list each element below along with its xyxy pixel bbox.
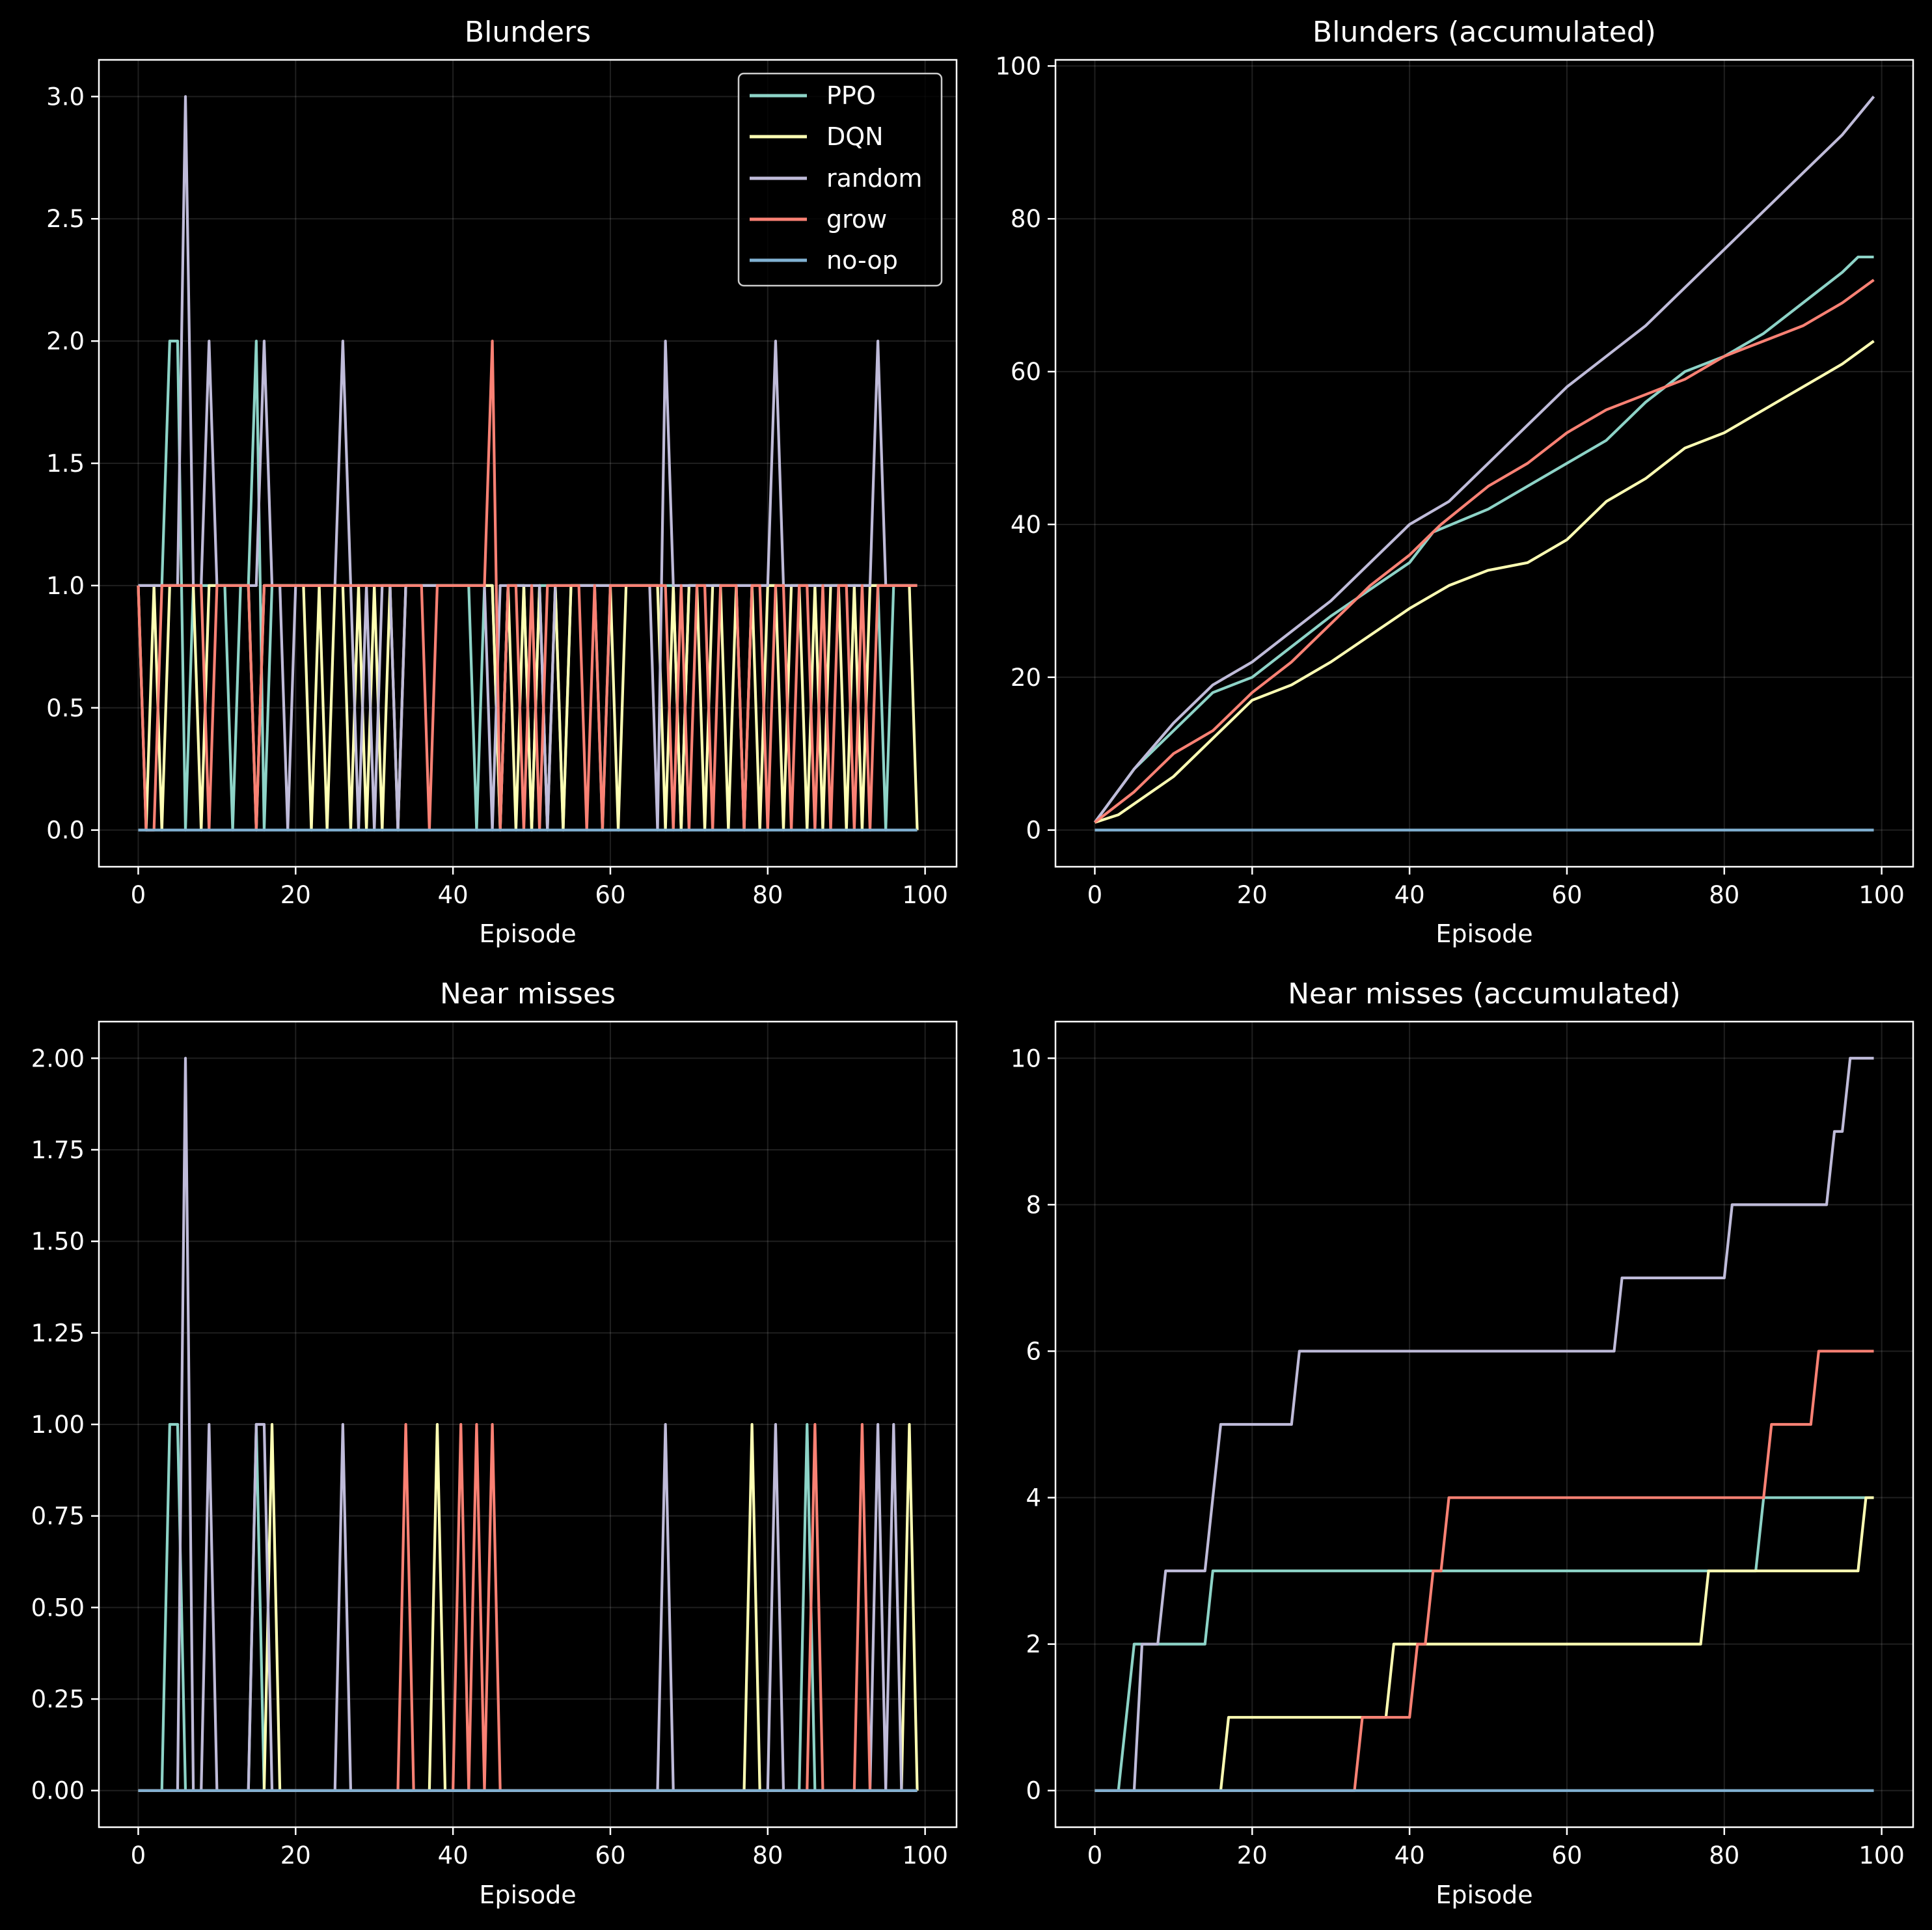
y-tick-label-near-misses-0: 0.00 [31,1777,85,1805]
y-tick-label-near-misses-6: 1.50 [31,1228,85,1256]
legend-frame [737,72,943,287]
legend-item-no-op: no-op [750,246,898,275]
y-tick-label-blunders-4: 2.0 [46,327,85,355]
x-tick-label-near-misses-4: 80 [752,1842,783,1869]
x-tick-label-near-misses-accumulated-5: 100 [1858,1842,1905,1869]
axes-frame-near-misses-accumulated [1054,1020,1914,1828]
y-tick-label-near-misses-accumulated-5: 10 [1011,1044,1041,1072]
series-line-near-misses-accumulated-grow [1095,1350,1874,1792]
y-tick-label-near-misses-8: 2.00 [31,1044,85,1072]
y-tick-label-blunders-3: 1.5 [46,450,85,478]
x-axis-label-blunders-accumulated: Episode [1435,919,1532,948]
x-tick-label-near-misses-accumulated-2: 40 [1395,1842,1425,1869]
x-tick-label-near-misses-5: 100 [902,1842,948,1869]
legend-label-no-op: no-op [826,246,898,275]
series-line-blunders-accumulated-dqn [1094,340,1875,824]
x-tick-label-blunders-0: 0 [131,881,146,909]
y-tick-label-near-misses-accumulated-1: 2 [1026,1631,1041,1659]
legend-item-dqn: DQN [750,122,884,151]
legend: PPO DQN random grow no-op [737,72,943,287]
x-tick-label-blunders-4: 80 [752,881,783,909]
y-tick-label-blunders-accumulated-5: 100 [995,52,1041,80]
y-tick-label-blunders-accumulated-4: 80 [1011,205,1041,233]
y-tick-label-near-misses-3: 0.75 [31,1502,85,1530]
legend-item-ppo: PPO [750,81,876,110]
chart-title-near-misses-accumulated: Near misses (accumulated) [1288,977,1681,1011]
x-axis-label-near-misses: Episode [479,1881,576,1909]
x-tick-label-near-misses-1: 20 [280,1842,311,1869]
series-line-near-misses-accumulated-ppo [1095,1496,1874,1792]
panel-blunders-accumulated: Blunders (accumulated) Episode 0 20 40 60 80… [995,16,1914,948]
chart-title-near-misses: Near misses [440,977,616,1011]
y-tick-label-blunders-accumulated-0: 0 [1026,817,1041,845]
y-tick-label-near-misses-accumulated-2: 4 [1026,1484,1041,1512]
y-tick-label-near-misses-accumulated-4: 8 [1026,1191,1041,1219]
y-tick-label-near-misses-7: 1.75 [31,1136,85,1164]
y-tick-label-blunders-5: 2.5 [46,205,85,233]
x-axis-label-blunders: Episode [479,919,576,948]
y-tick-label-blunders-1: 0.5 [46,694,85,722]
chart-title-blunders: Blunders [465,16,591,49]
x-tick-label-blunders-accumulated-3: 60 [1551,881,1582,909]
x-tick-label-near-misses-accumulated-0: 0 [1087,1842,1103,1869]
x-tick-label-blunders-accumulated-1: 20 [1237,881,1268,909]
x-tick-label-blunders-5: 100 [902,881,948,909]
x-tick-label-blunders-3: 60 [595,881,625,909]
y-tick-label-near-misses-5: 1.25 [31,1319,85,1347]
y-tick-label-near-misses-1: 0.25 [31,1685,85,1713]
y-tick-label-blunders-6: 3.0 [46,83,85,111]
x-tick-label-blunders-accumulated-5: 100 [1858,881,1905,909]
x-tick-label-near-misses-3: 60 [595,1842,625,1869]
x-tick-label-blunders-accumulated-2: 40 [1395,881,1425,909]
y-tick-label-near-misses-accumulated-0: 0 [1026,1777,1041,1805]
y-tick-label-near-misses-accumulated-3: 6 [1026,1337,1041,1365]
x-tick-label-blunders-2: 40 [438,881,469,909]
legend-label-grow: grow [826,205,887,234]
series-line-blunders-accumulated-random [1093,96,1875,824]
chart-title-blunders-accumulated: Blunders (accumulated) [1313,16,1656,49]
x-tick-label-blunders-1: 20 [280,881,311,909]
legend-item-grow: grow [750,205,887,234]
y-tick-label-blunders-accumulated-2: 40 [1011,511,1041,539]
legend-label-dqn: DQN [826,122,884,151]
x-tick-label-near-misses-accumulated-1: 20 [1237,1842,1268,1869]
x-axis-label-near-misses-accumulated: Episode [1435,1881,1532,1909]
x-tick-label-near-misses-0: 0 [131,1842,146,1869]
series-line-blunders-random [138,95,918,832]
y-tick-label-blunders-accumulated-1: 20 [1011,664,1041,692]
y-tick-label-blunders-0: 0.0 [46,817,85,845]
x-tick-label-blunders-accumulated-0: 0 [1087,881,1103,909]
series-line-near-misses-accumulated-dqn [1095,1496,1874,1792]
y-tick-label-blunders-2: 1.0 [46,572,85,600]
x-tick-label-near-misses-2: 40 [438,1842,469,1869]
series-line-blunders-accumulated-grow [1094,279,1875,824]
legend-label-random: random [826,164,922,193]
axes-frame-blunders-accumulated [1054,59,1914,868]
series-line-blunders-grow [137,340,918,832]
y-tick-label-near-misses-2: 0.50 [31,1594,85,1622]
x-tick-label-near-misses-accumulated-3: 60 [1551,1842,1582,1869]
x-tick-label-blunders-accumulated-4: 80 [1709,881,1739,909]
x-tick-label-near-misses-accumulated-4: 80 [1709,1842,1739,1869]
y-tick-label-blunders-accumulated-3: 60 [1011,358,1041,386]
series-line-near-misses-accumulated-random [1095,1057,1874,1792]
legend-label-ppo: PPO [826,81,876,110]
series-line-blunders-accumulated-ppo [1093,255,1874,824]
legend-item-random: random [750,164,922,193]
y-tick-label-near-misses-4: 1.00 [31,1411,85,1439]
panel-near-misses: Near misses Episode 0 20 40 60 80 100 0.00 0.25… [31,977,958,1909]
panel-near-misses-accumulated: Near misses (accumulated) Episode 0 20 40 6… [1011,977,1914,1909]
